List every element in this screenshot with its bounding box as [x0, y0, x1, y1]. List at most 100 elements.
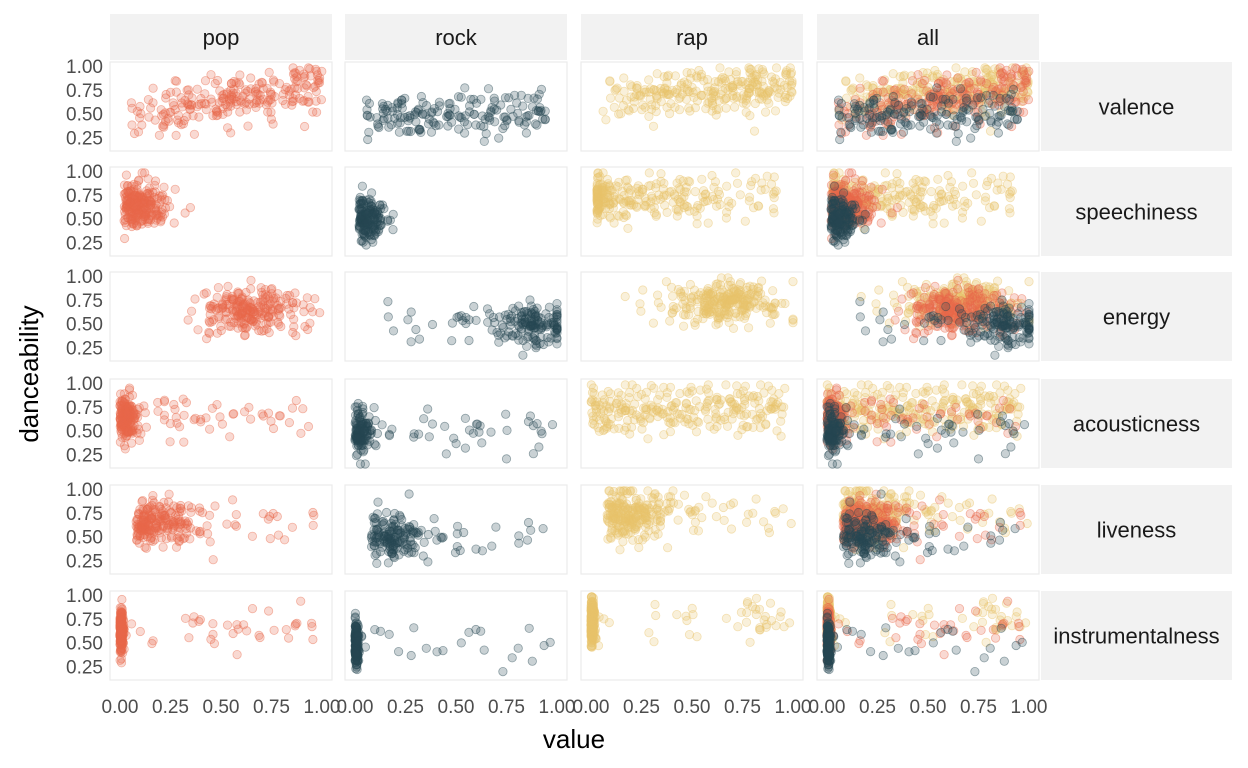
- data-point: [196, 99, 206, 109]
- data-point: [732, 91, 742, 102]
- data-point: [443, 108, 453, 119]
- panel-rock-instrumentalness: [344, 590, 568, 681]
- data-point: [161, 116, 171, 126]
- data-point: [552, 315, 562, 325]
- data-point: [156, 105, 166, 115]
- row-strip-speechiness: [1041, 167, 1232, 256]
- data-point: [502, 331, 512, 341]
- data-point: [957, 103, 967, 113]
- data-point: [834, 218, 844, 228]
- data-point: [592, 218, 602, 228]
- data-point: [762, 89, 773, 99]
- data-point: [500, 121, 510, 131]
- data-point: [694, 65, 704, 76]
- data-point: [1013, 309, 1023, 319]
- data-point: [310, 64, 321, 74]
- data-point: [980, 63, 990, 73]
- data-point: [158, 121, 168, 132]
- data-point: [682, 79, 693, 89]
- data-point: [227, 92, 237, 102]
- data-point: [183, 99, 193, 109]
- data-point: [665, 89, 675, 100]
- data-point: [751, 71, 761, 82]
- data-point: [414, 334, 425, 344]
- data-point: [878, 76, 889, 86]
- data-point: [159, 182, 169, 192]
- data-point: [588, 411, 598, 421]
- data-point: [855, 296, 865, 307]
- data-point: [707, 96, 717, 106]
- data-point: [411, 117, 421, 127]
- data-point: [369, 402, 379, 413]
- data-point: [958, 181, 968, 191]
- data-point: [764, 86, 774, 96]
- data-point: [624, 106, 634, 116]
- data-point: [171, 87, 181, 97]
- data-point: [645, 84, 656, 94]
- data-point: [504, 93, 514, 103]
- data-point: [446, 117, 457, 127]
- data-point: [770, 82, 780, 92]
- data-point: [280, 99, 291, 109]
- data-point: [246, 275, 256, 285]
- data-point: [700, 301, 711, 311]
- data-point: [180, 95, 190, 106]
- data-point: [612, 83, 622, 93]
- data-point: [971, 67, 981, 78]
- data-point: [287, 97, 297, 107]
- data-point: [196, 414, 206, 424]
- data-point: [405, 113, 415, 123]
- data-point: [226, 90, 236, 100]
- data-point: [738, 98, 748, 108]
- data-point: [509, 90, 520, 100]
- data-point: [990, 88, 1001, 98]
- data-point: [668, 417, 678, 427]
- data-point: [691, 396, 701, 406]
- data-point: [270, 92, 280, 102]
- data-point: [1015, 337, 1026, 347]
- data-point: [240, 88, 250, 98]
- data-point: [489, 93, 499, 103]
- data-point: [223, 281, 233, 291]
- data-point: [284, 90, 295, 100]
- data-point: [858, 120, 868, 130]
- data-point: [640, 85, 650, 95]
- data-point: [455, 112, 465, 122]
- data-point: [737, 76, 748, 87]
- data-point: [520, 317, 530, 327]
- data-point: [740, 216, 750, 226]
- data-point: [652, 69, 662, 79]
- data-point: [855, 312, 865, 322]
- data-point: [981, 90, 992, 100]
- data-point: [421, 100, 432, 111]
- data-point: [1006, 106, 1017, 116]
- panel-rock-energy: [344, 271, 568, 362]
- data-point: [828, 170, 839, 180]
- data-point: [308, 107, 318, 117]
- data-point: [609, 403, 620, 413]
- data-point: [997, 295, 1007, 305]
- data-point: [614, 109, 624, 119]
- data-point: [738, 303, 748, 313]
- data-point: [659, 84, 670, 94]
- data-point: [686, 68, 696, 78]
- data-point: [304, 97, 314, 107]
- data-point: [936, 335, 946, 346]
- data-point: [753, 75, 763, 85]
- data-point: [644, 168, 654, 178]
- data-point: [652, 91, 662, 101]
- data-point: [187, 93, 197, 103]
- data-point: [972, 93, 983, 103]
- data-point: [241, 97, 251, 107]
- data-point: [689, 92, 699, 103]
- data-point: [310, 294, 320, 304]
- data-point: [908, 211, 918, 221]
- data-point: [206, 70, 216, 80]
- data-point: [697, 174, 707, 184]
- panel-pop-liveness: [109, 484, 333, 575]
- data-point: [182, 112, 192, 122]
- data-point: [275, 411, 285, 421]
- data-point: [185, 203, 195, 213]
- data-point: [890, 98, 900, 108]
- data-point: [187, 100, 197, 110]
